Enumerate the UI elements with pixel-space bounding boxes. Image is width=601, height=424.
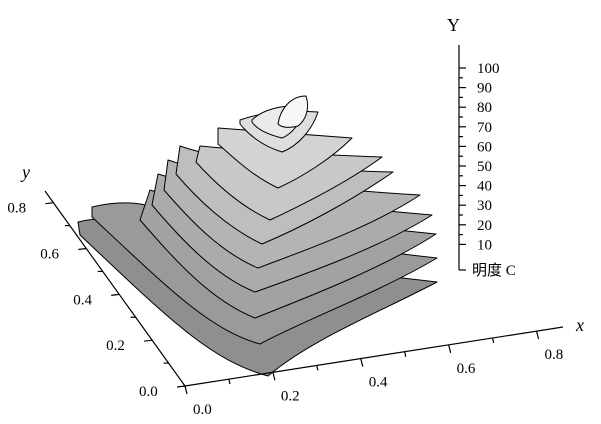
- y-tick-0.4: [111, 293, 120, 296]
- x-tick-0.4: [360, 358, 364, 367]
- z-tick-label-10: 10: [477, 237, 492, 253]
- x-minor-tick: [228, 379, 231, 385]
- y-tick-label-0.6: 0.6: [40, 247, 59, 263]
- x-tick-label-0.2: 0.2: [281, 388, 300, 404]
- y-axis-line: [44, 190, 186, 387]
- z-tick-label-20: 20: [477, 218, 492, 234]
- y-axis: 0.0 0.2 0.4 0.6 0.8 y: [7, 162, 186, 400]
- x-axis: 0.0 0.2 0.4 0.6 0.8 x: [184, 315, 584, 418]
- x-minor-tick: [404, 351, 407, 357]
- x-tick-label-0.6: 0.6: [457, 361, 476, 377]
- x-minor-tick: [316, 365, 319, 371]
- x-minor-tick: [492, 337, 495, 344]
- x-tick-0.8: [535, 330, 540, 340]
- z-tick-label-50: 50: [477, 159, 492, 175]
- x-axis-line: [184, 326, 564, 387]
- x-tick-0.2: [272, 372, 276, 381]
- z-axis-ticks: 100 90 80 70 60 50 40 30 20 10: [459, 61, 500, 271]
- x-tick-0.6: [448, 344, 452, 353]
- z-tick-label-80: 80: [477, 100, 492, 116]
- y-axis-title: y: [20, 162, 30, 182]
- z-axis-unit-label: 明度 C: [472, 262, 516, 279]
- x-axis-title: x: [575, 315, 584, 335]
- y-axis-ticks: 0.0 0.2 0.4 0.6 0.8: [7, 201, 186, 400]
- z-tick-label-70: 70: [477, 120, 492, 136]
- z-axis: 100 90 80 70 60 50 40 30 20 10 Y 明度 C: [447, 15, 516, 279]
- x-tick-label-0.0: 0.0: [193, 402, 212, 418]
- x-tick-label-0.4: 0.4: [369, 375, 388, 391]
- z-tick-label-60: 60: [477, 139, 492, 155]
- y-tick-label-0.0: 0.0: [139, 384, 158, 400]
- surface-layers: [77, 95, 438, 377]
- z-tick-label-30: 30: [477, 198, 492, 214]
- x-axis-ticks: 0.0 0.2 0.4 0.6 0.8: [184, 330, 564, 418]
- z-axis-title: Y: [447, 15, 460, 35]
- y-tick-0.2: [144, 339, 153, 342]
- z-tick-label-100: 100: [477, 61, 500, 77]
- y-tick-label-0.8: 0.8: [7, 201, 26, 217]
- y-tick-0.6: [78, 247, 87, 251]
- x-tick-0.0: [184, 385, 188, 395]
- z-tick-label-40: 40: [477, 179, 492, 195]
- y-tick-label-0.2: 0.2: [106, 338, 125, 354]
- y-tick-0.8: [45, 202, 54, 205]
- z-tick-label-90: 90: [477, 81, 492, 97]
- y-tick-0.0: [176, 385, 186, 388]
- surface-layer-100: [277, 95, 309, 128]
- y-tick-label-0.4: 0.4: [73, 292, 92, 308]
- x-tick-label-0.8: 0.8: [545, 347, 564, 363]
